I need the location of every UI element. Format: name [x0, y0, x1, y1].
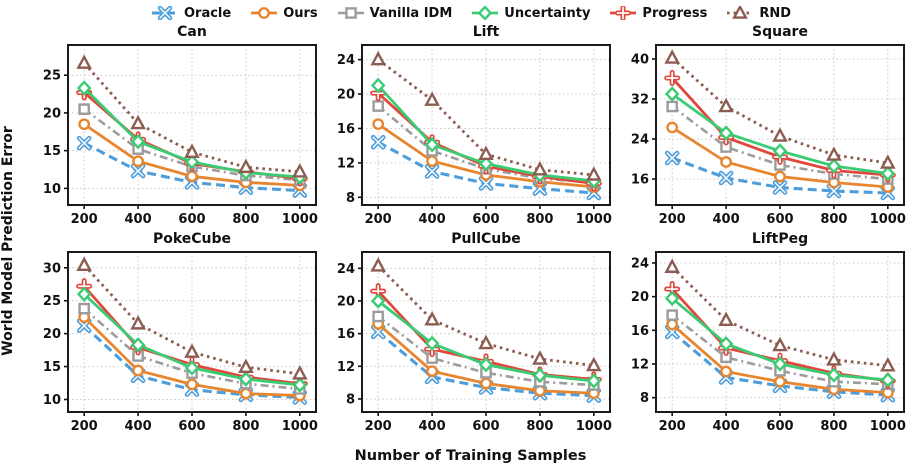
ours-circle-marker-icon	[251, 7, 278, 19]
subplot-grid: Can 200 400 600 800 1000 10 15 20 25 Lift 200 400…	[27, 24, 911, 438]
svg-text:800: 800	[232, 419, 259, 434]
subplot-pokecube: PokeCube 200 400 600 800 1000 10 15 20 25 30	[27, 231, 321, 438]
svg-text:20: 20	[43, 327, 61, 342]
lift-chart: 200 400 600 800 1000 8 12 16 20 24	[337, 44, 612, 227]
svg-text:16: 16	[337, 122, 355, 137]
chart-legend: Oracle Ours Vanilla IDM Uncertainty Prog…	[30, 2, 911, 24]
svg-text:400: 400	[713, 212, 740, 227]
legend-item-oracle: Oracle	[150, 6, 231, 21]
svg-text:10: 10	[43, 393, 61, 408]
svg-text:1000: 1000	[870, 212, 906, 227]
legend-item-rnd: RND	[725, 6, 791, 21]
svg-text:24: 24	[337, 262, 355, 277]
legend-item-ours: Ours	[249, 5, 318, 21]
svg-text:200: 200	[365, 212, 392, 227]
svg-text:600: 600	[472, 212, 499, 227]
legend-item-label: Ours	[283, 5, 318, 21]
uncertainty-diamond-marker-icon	[472, 6, 499, 20]
svg-text:12: 12	[631, 358, 649, 373]
subplot-title: Square	[752, 24, 808, 40]
svg-text:12: 12	[337, 360, 355, 375]
legend-item-uncertainty: Uncertainty	[470, 6, 590, 21]
svg-text:200: 200	[71, 419, 98, 434]
subplot-title: LiftPeg	[751, 231, 809, 247]
svg-text:200: 200	[659, 212, 686, 227]
svg-text:800: 800	[526, 212, 553, 227]
svg-text:400: 400	[419, 419, 446, 434]
svg-text:600: 600	[766, 419, 793, 434]
svg-text:16: 16	[337, 327, 355, 342]
svg-text:25: 25	[43, 294, 61, 309]
svg-text:20: 20	[337, 294, 355, 309]
pokecube-chart: 200 400 600 800 1000 10 15 20 25 30	[43, 251, 318, 434]
svg-text:600: 600	[766, 212, 793, 227]
svg-text:24: 24	[631, 256, 649, 271]
svg-text:8: 8	[346, 392, 355, 407]
svg-text:24: 24	[631, 133, 649, 148]
svg-text:800: 800	[232, 212, 259, 227]
subplot-pullcube: PullCube 200 400 600 800 1000 8 12 16 20 24	[321, 231, 615, 438]
y-axis-label: World Model Prediction Error	[0, 126, 16, 356]
svg-text:1000: 1000	[282, 212, 318, 227]
oracle-x-marker-icon	[151, 6, 178, 20]
legend-item-vanilla-idm: Vanilla IDM	[336, 5, 453, 21]
svg-text:20: 20	[631, 290, 649, 305]
subplot-square: Square 200 400 600 800 1000 16 24 32 40	[615, 24, 909, 231]
can-chart: 200 400 600 800 1000 10 15 20 25	[43, 44, 318, 227]
svg-text:1000: 1000	[576, 419, 612, 434]
subplot-lift: Lift 200 400 600 800 1000 8 12 16 20 24	[321, 24, 615, 231]
svg-text:16: 16	[631, 173, 649, 188]
svg-text:12: 12	[337, 156, 355, 171]
legend-item-label: Progress	[642, 5, 708, 21]
legend-item-progress: Progress	[608, 6, 707, 21]
svg-text:8: 8	[346, 191, 355, 206]
subplot-title: Can	[177, 24, 207, 40]
svg-text:400: 400	[419, 212, 446, 227]
svg-text:400: 400	[713, 419, 740, 434]
svg-text:600: 600	[178, 419, 205, 434]
svg-text:24: 24	[337, 53, 355, 68]
liftpeg-chart: 200 400 600 800 1000 8 12 16 20 24	[631, 251, 906, 434]
legend-item-label: Uncertainty	[504, 5, 591, 21]
svg-text:800: 800	[820, 212, 847, 227]
svg-text:20: 20	[337, 88, 355, 103]
svg-text:40: 40	[631, 53, 649, 68]
subplot-title: Lift	[472, 24, 500, 40]
legend-item-label: RND	[759, 5, 791, 21]
subplot-can: Can 200 400 600 800 1000 10 15 20 25	[27, 24, 321, 231]
x-axis-label: Number of Training Samples	[354, 448, 587, 464]
svg-text:1000: 1000	[576, 212, 612, 227]
svg-text:800: 800	[820, 419, 847, 434]
svg-text:200: 200	[365, 419, 392, 434]
pullcube-chart: 200 400 600 800 1000 8 12 16 20 24	[337, 251, 612, 434]
svg-text:8: 8	[640, 391, 649, 406]
svg-text:15: 15	[43, 360, 61, 375]
svg-text:200: 200	[659, 419, 686, 434]
svg-text:400: 400	[125, 212, 152, 227]
svg-text:25: 25	[43, 69, 61, 84]
svg-text:200: 200	[71, 212, 98, 227]
legend-item-label: Vanilla IDM	[369, 5, 453, 21]
rnd-triangle-marker-icon	[727, 6, 754, 19]
svg-text:30: 30	[43, 261, 61, 276]
svg-text:1000: 1000	[870, 419, 906, 434]
vanilla-idm-square-marker-icon	[337, 7, 364, 19]
svg-text:32: 32	[631, 93, 649, 108]
legend-item-label: Oracle	[183, 5, 232, 21]
svg-text:15: 15	[43, 144, 61, 159]
subplot-title: PokeCube	[152, 231, 232, 247]
svg-text:10: 10	[43, 182, 61, 197]
svg-text:20: 20	[43, 106, 61, 121]
svg-text:16: 16	[631, 324, 649, 339]
svg-text:1000: 1000	[282, 419, 318, 434]
square-chart: 200 400 600 800 1000 16 24 32 40	[631, 44, 906, 227]
svg-text:600: 600	[472, 419, 499, 434]
subplot-title: PullCube	[451, 231, 521, 247]
progress-plus-marker-icon	[610, 6, 637, 20]
svg-text:600: 600	[178, 212, 205, 227]
svg-text:400: 400	[125, 419, 152, 434]
subplot-liftpeg: LiftPeg 200 400 600 800 1000 8 12 16 20 24	[615, 231, 909, 438]
svg-text:800: 800	[526, 419, 553, 434]
